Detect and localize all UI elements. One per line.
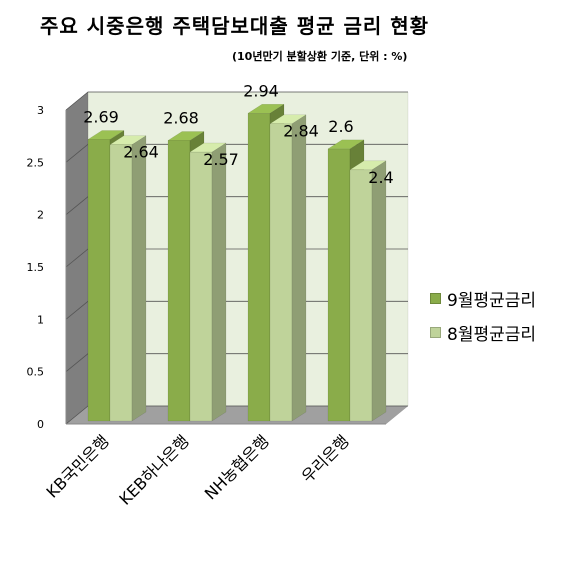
- bar-top: [349, 160, 387, 171]
- y-tick-label: 2: [37, 209, 44, 222]
- legend-item-series-1: 9월평균금리: [430, 284, 536, 312]
- y-tick-label: 0: [37, 418, 44, 431]
- data-label: 2.57: [203, 150, 239, 169]
- bar-front: [269, 123, 293, 422]
- legend-item-series-2: 8월평균금리: [430, 318, 536, 346]
- data-label: 2.68: [163, 108, 199, 127]
- data-label: 2.4: [368, 168, 393, 187]
- bar-side: [131, 135, 147, 422]
- legend-label-series-1: 9월평균금리: [447, 290, 537, 311]
- data-label: 2.6: [328, 117, 353, 136]
- bar-top: [189, 142, 227, 153]
- bar-top: [269, 114, 307, 124]
- y-tick-label: 1: [37, 313, 44, 326]
- bar-side: [371, 160, 387, 422]
- legend-swatch-series-1: [430, 292, 441, 304]
- data-label: 2.94: [243, 81, 279, 100]
- bar-front: [247, 113, 271, 422]
- data-label: 2.84: [283, 122, 319, 141]
- chart-title: 주요 시중은행 주택담보대출 평균 금리 현황: [40, 14, 430, 38]
- y-tick-label: 0.5: [27, 366, 45, 379]
- x-tick-label: KB국민은행: [43, 431, 113, 501]
- gridline: [65, 91, 408, 111]
- y-tick-label: 3: [37, 104, 44, 117]
- bar-front: [327, 148, 351, 422]
- data-label: 2.64: [123, 143, 159, 162]
- x-tick-label: NH농협은행: [201, 431, 273, 503]
- x-tick-label: 우리은행: [298, 431, 353, 486]
- bar-front: [109, 144, 133, 422]
- bar-front: [349, 169, 373, 422]
- bar-top: [109, 135, 147, 145]
- chart-subtitle: (10년만기 분할상환 기준, 단위 : %): [232, 50, 408, 63]
- legend-swatch-series-2: [430, 326, 441, 338]
- data-label: 2.69: [83, 107, 119, 126]
- y-tick-label: 1.5: [27, 261, 45, 274]
- bar-front: [189, 151, 213, 422]
- legend-label-series-2: 8월평균금리: [447, 324, 537, 345]
- bar-side: [211, 142, 227, 422]
- bar-top: [327, 139, 365, 150]
- legend: 9월평균금리 8월평균금리: [430, 284, 536, 352]
- x-tick-label: KEB하나은행: [115, 431, 192, 508]
- bar-top: [247, 104, 285, 114]
- bar-front: [87, 139, 111, 422]
- bar-side: [291, 114, 307, 422]
- y-tick-label: 2.5: [27, 156, 45, 169]
- bar-front: [167, 140, 191, 422]
- bar-top: [87, 130, 125, 140]
- bar-top: [167, 131, 205, 141]
